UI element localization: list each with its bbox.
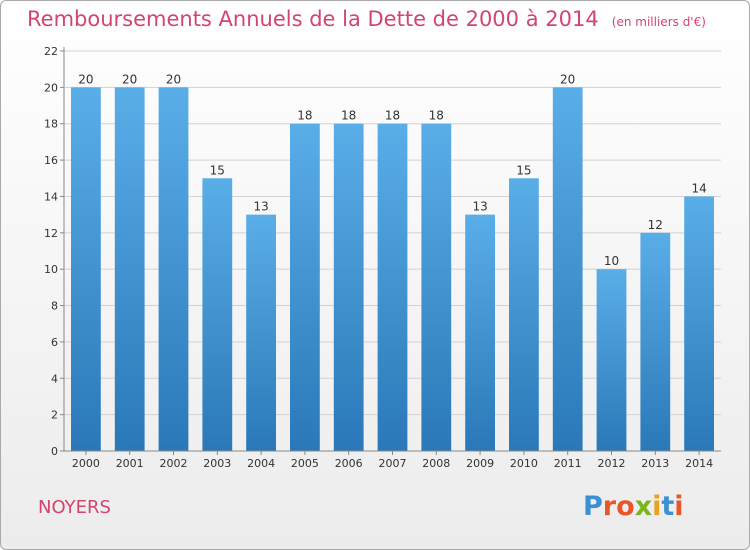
- logo-letter: i: [652, 491, 662, 522]
- y-tick-label: 4: [51, 372, 58, 385]
- commune-name: NOYERS: [38, 497, 111, 518]
- y-tick-label: 6: [51, 336, 58, 349]
- proxiti-logo: Proxiti: [583, 491, 684, 522]
- x-tick-label: 2004: [247, 457, 275, 470]
- data-label: 20: [122, 72, 137, 86]
- data-label: 20: [78, 72, 93, 86]
- x-tick-label: 2014: [685, 457, 713, 470]
- chart-title: Remboursements Annuels de la Dette de 20…: [27, 7, 706, 31]
- chart-title-main: Remboursements Annuels de la Dette de 20…: [27, 7, 599, 31]
- bar: [509, 178, 539, 452]
- logo-letter: o: [616, 491, 635, 522]
- bar: [377, 123, 408, 452]
- bar: [684, 196, 714, 451]
- data-label: 10: [604, 254, 619, 268]
- y-tick-label: 14: [44, 190, 58, 203]
- y-tick-label: 22: [44, 45, 58, 58]
- bar: [640, 232, 671, 451]
- data-label: 18: [429, 109, 444, 123]
- y-tick-label: 20: [44, 81, 58, 94]
- chart-unit-note: (en milliers d'€): [611, 15, 706, 29]
- data-label: 15: [516, 163, 531, 177]
- x-tick-label: 2006: [335, 457, 363, 470]
- x-tick-label: 2009: [466, 457, 494, 470]
- logo-letter: P: [583, 491, 603, 522]
- bar: [421, 123, 452, 452]
- logo-letter: r: [602, 491, 617, 522]
- y-tick-label: 12: [44, 227, 58, 240]
- bar: [596, 269, 627, 451]
- x-tick-label: 2005: [291, 457, 319, 470]
- x-tick-label: 2008: [422, 457, 450, 470]
- data-label: 18: [297, 109, 312, 123]
- bar: [552, 87, 583, 451]
- y-tick-label: 2: [51, 409, 58, 422]
- x-tick-label: 2003: [203, 457, 231, 470]
- bar: [290, 123, 320, 452]
- y-tick-label: 8: [51, 300, 58, 313]
- bar: [202, 178, 233, 452]
- data-label: 15: [210, 163, 225, 177]
- logo-letter: x: [634, 491, 653, 522]
- bar: [333, 123, 364, 452]
- x-tick-label: 2000: [72, 457, 100, 470]
- x-tick-label: 2012: [598, 457, 626, 470]
- x-tick-label: 2013: [641, 457, 669, 470]
- x-tick-label: 2011: [554, 457, 582, 470]
- data-label: 20: [166, 72, 181, 86]
- bar: [158, 87, 189, 451]
- data-label: 13: [472, 200, 487, 214]
- x-tick-label: 2007: [379, 457, 407, 470]
- x-tick-label: 2001: [116, 457, 144, 470]
- logo-letter: i: [674, 491, 684, 522]
- x-tick-label: 2002: [160, 457, 188, 470]
- data-label: 20: [560, 72, 575, 86]
- data-label: 13: [253, 200, 268, 214]
- data-label: 18: [385, 109, 400, 123]
- y-tick-label: 0: [51, 445, 58, 458]
- bar: [246, 214, 276, 451]
- y-tick-label: 10: [44, 263, 58, 276]
- logo-letter: t: [661, 491, 675, 522]
- data-label: 18: [341, 109, 356, 123]
- y-tick-label: 18: [44, 118, 58, 131]
- bar: [465, 214, 495, 451]
- bar: [114, 87, 145, 451]
- y-tick-label: 16: [44, 154, 58, 167]
- x-tick-label: 2010: [510, 457, 538, 470]
- data-label: 14: [691, 181, 706, 195]
- bar: [71, 87, 101, 451]
- data-label: 12: [648, 218, 663, 232]
